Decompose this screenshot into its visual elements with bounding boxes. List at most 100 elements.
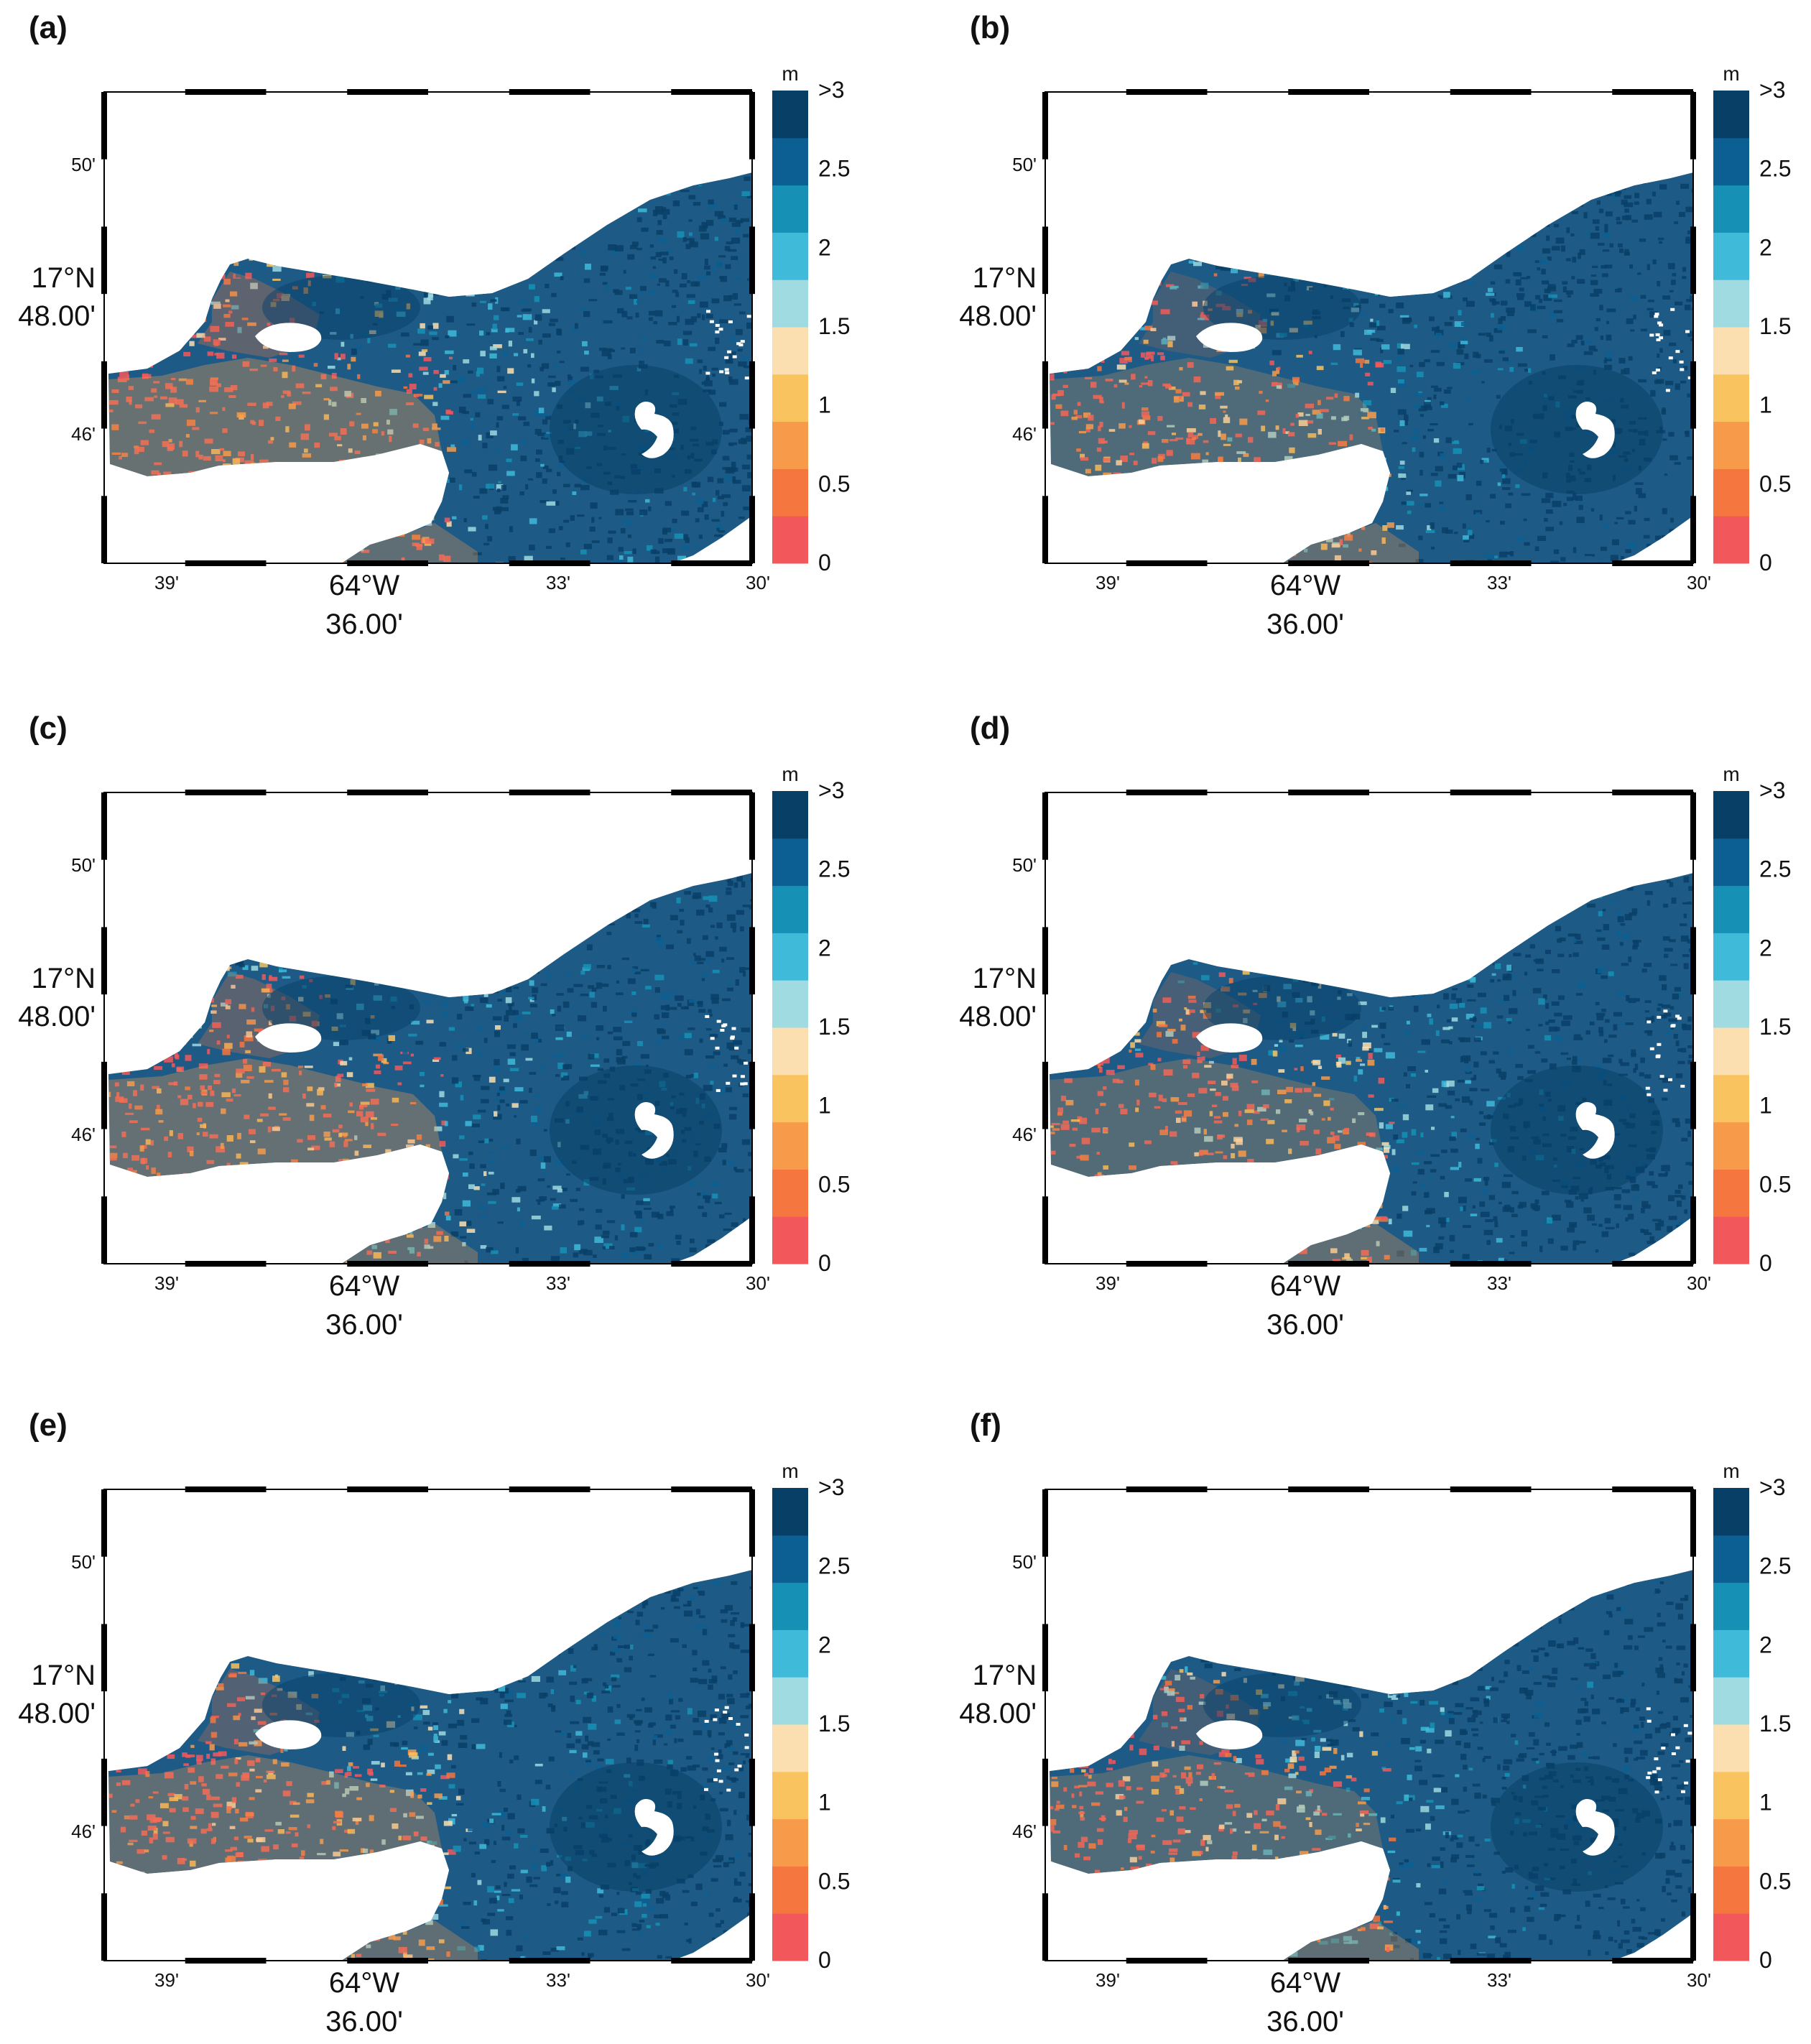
colorbar [1713, 791, 1749, 1264]
colorbar-swatch [772, 980, 808, 1027]
colorbar-swatch [772, 1913, 808, 1961]
lon-major-label: 64°W [1270, 570, 1340, 601]
lat-tick-label: 46' [71, 423, 96, 445]
colorbar-swatch [1713, 886, 1749, 933]
colorbar-tick-label: 2.5 [1759, 1553, 1791, 1579]
lon-tick-label: 33' [1487, 1969, 1511, 1991]
lon-tick-label: 30' [746, 572, 770, 593]
lon-major-label: 36.00' [1266, 609, 1344, 640]
lon-tick-label: 30' [746, 1272, 770, 1294]
map-svg: 50'46'17°N48.00'39'33'30'64°W36.00'm>32.… [941, 1397, 1811, 2044]
lat-major-label: 17°N [973, 1660, 1037, 1691]
colorbar-tick-label: 0.5 [1759, 1868, 1791, 1894]
lat-major-label: 17°N [32, 1660, 96, 1691]
colorbar-unit: m [782, 763, 798, 785]
lon-tick-label: 33' [546, 1272, 570, 1294]
colorbar-swatch [1713, 1488, 1749, 1535]
colorbar-swatch [772, 838, 808, 886]
lat-major-label: 17°N [32, 963, 96, 994]
lon-tick-label: 39' [154, 572, 179, 593]
colorbar-tick-label: 2 [818, 1632, 831, 1657]
lat-tick-label: 50' [71, 154, 96, 175]
colorbar-swatch [1713, 791, 1749, 838]
lon-tick-label: 33' [546, 572, 570, 593]
colorbar-swatch [1713, 1583, 1749, 1630]
colorbar-tick-label: 2 [1759, 234, 1772, 260]
lon-major-label: 36.00' [325, 2006, 403, 2038]
colorbar-tick-label: 2 [1759, 935, 1772, 961]
map-svg: 50'46'17°N48.00'39'33'30'64°W36.00'm>32.… [941, 0, 1811, 647]
colorbar-tick-label: 1 [818, 392, 831, 418]
colorbar-tick-label: 1 [1759, 392, 1772, 418]
colorbar-tick-label: 0.5 [1759, 471, 1791, 496]
lat-major-label: 17°N [973, 963, 1037, 994]
colorbar-swatch [772, 91, 808, 138]
lat-major-label: 48.00' [18, 1698, 96, 1729]
lat-tick-label: 50' [1012, 1551, 1037, 1573]
colorbar-swatch [772, 468, 808, 516]
colorbar-swatch [772, 1488, 808, 1535]
colorbar [1713, 91, 1749, 564]
colorbar-tick-label: 1 [1759, 1093, 1772, 1119]
map-svg: 50'46'17°N48.00'39'33'30'64°W36.00'm>32.… [0, 700, 891, 1347]
colorbar-swatch [1713, 1724, 1749, 1772]
colorbar-unit: m [782, 1460, 798, 1482]
lat-tick-label: 46' [1012, 1124, 1037, 1145]
colorbar-swatch [1713, 1913, 1749, 1961]
colorbar-tick-label: 0 [818, 550, 831, 575]
colorbar-tick-label: 1.5 [818, 1711, 850, 1737]
colorbar-swatch [772, 1866, 808, 1913]
lon-major-label: 64°W [329, 1967, 399, 1999]
colorbar-swatch [772, 1724, 808, 1772]
colorbar-tick-label: 2 [1759, 1632, 1772, 1657]
lon-tick-label: 33' [1487, 1272, 1511, 1294]
colorbar-swatch [1713, 1535, 1749, 1583]
lat-tick-label: 46' [1012, 1821, 1037, 1842]
colorbar-tick-label: 2.5 [818, 1553, 850, 1579]
colorbar-swatch [772, 327, 808, 374]
lat-major-label: 48.00' [959, 1698, 1037, 1729]
colorbar-swatch [1713, 1027, 1749, 1075]
colorbar-swatch [1713, 1819, 1749, 1867]
colorbar-tick-label: >3 [818, 77, 844, 103]
lon-major-label: 64°W [1270, 1270, 1340, 1302]
colorbar-unit: m [782, 63, 798, 85]
colorbar-swatch [772, 1772, 808, 1819]
colorbar-swatch [1713, 1866, 1749, 1913]
colorbar-swatch [772, 1122, 808, 1170]
colorbar-swatch [1713, 1075, 1749, 1122]
colorbar-tick-label: 1.5 [1759, 1014, 1791, 1040]
colorbar-swatch [772, 1677, 808, 1724]
colorbar-tick-label: 2.5 [818, 156, 850, 182]
colorbar-tick-label: 0 [1759, 1250, 1772, 1276]
lon-tick-label: 39' [154, 1272, 179, 1294]
colorbar-tick-label: 2 [818, 935, 831, 961]
colorbar-tick-label: >3 [1759, 1474, 1785, 1500]
colorbar-swatch [772, 422, 808, 469]
colorbar-tick-label: 2.5 [1759, 156, 1791, 182]
colorbar-tick-label: 1.5 [1759, 313, 1791, 339]
colorbar-tick-label: 0.5 [818, 471, 850, 496]
colorbar-swatch [772, 1535, 808, 1583]
colorbar-swatch [1713, 91, 1749, 138]
colorbar-swatch [772, 886, 808, 933]
colorbar-swatch [1713, 232, 1749, 279]
lat-tick-label: 50' [71, 854, 96, 876]
lon-major-label: 36.00' [1266, 1309, 1344, 1341]
lat-major-label: 17°N [973, 262, 1037, 294]
colorbar-swatch [1713, 838, 1749, 886]
colorbar-tick-label: 0 [1759, 1947, 1772, 1973]
lat-tick-label: 50' [71, 1551, 96, 1573]
colorbar-tick-label: 0 [818, 1947, 831, 1973]
colorbar-swatch [772, 374, 808, 422]
colorbar-tick-label: 2.5 [1759, 856, 1791, 882]
colorbar [772, 1488, 808, 1961]
lat-major-label: 48.00' [959, 300, 1037, 332]
lon-major-label: 36.00' [1266, 2006, 1344, 2038]
colorbar-swatch [772, 516, 808, 563]
colorbar-swatch [772, 1027, 808, 1075]
